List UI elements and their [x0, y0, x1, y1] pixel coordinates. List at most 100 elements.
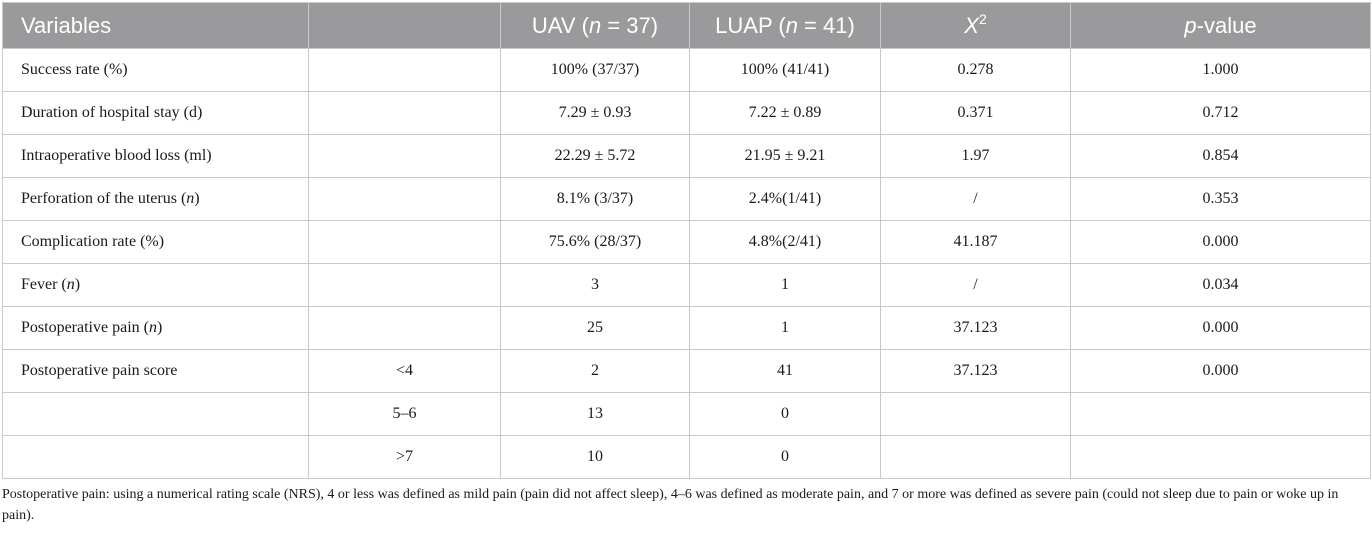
row-label: Intraoperative blood loss (ml) — [2, 134, 309, 178]
header-uav-post: = 37) — [601, 12, 659, 38]
row-label-text: Duration of hospital stay (d) — [21, 104, 203, 121]
row-uav: 3 — [500, 263, 690, 307]
row-uav: 7.29 ± 0.93 — [500, 91, 690, 135]
row-subgroup — [308, 306, 501, 350]
row-label: Perforation of the uterus (n) — [2, 177, 309, 221]
row-luap: 100% (41/41) — [689, 48, 881, 92]
row-label-text: Postoperative pain score — [21, 362, 178, 379]
table-row: Perforation of the uterus (n) 8.1% (3/37… — [2, 177, 1371, 221]
row-label: Postoperative pain score — [2, 349, 309, 393]
row-uav: 2 — [500, 349, 690, 393]
row-chi-square: 41.187 — [880, 220, 1071, 264]
row-uav: 13 — [500, 392, 690, 436]
row-chi-square: 37.123 — [880, 349, 1071, 393]
row-subgroup: 5–6 — [308, 392, 501, 436]
row-p-value — [1070, 435, 1371, 479]
row-uav: 25 — [500, 306, 690, 350]
table-row: >7 10 0 — [2, 435, 1371, 479]
row-chi-square: 37.123 — [880, 306, 1071, 350]
header-p-value: p-value — [1070, 2, 1371, 49]
table-row: Fever (n) 3 1 / 0.034 — [2, 263, 1371, 307]
row-label — [2, 392, 309, 436]
table-row: 5–6 13 0 — [2, 392, 1371, 436]
row-luap: 1 — [689, 306, 881, 350]
row-label-text: Intraoperative blood loss (ml) — [21, 147, 212, 164]
row-subgroup — [308, 263, 501, 307]
header-chi-sup: 2 — [978, 10, 987, 27]
header-uav: UAV (n = 37) — [500, 2, 690, 49]
results-table: Variables UAV (n = 37) LUAP (n = 41) X2 … — [2, 2, 1371, 479]
row-subgroup — [308, 91, 501, 135]
row-luap: 0 — [689, 435, 881, 479]
header-luap: LUAP (n = 41) — [689, 2, 881, 49]
table-row: Success rate (%) 100% (37/37) 100% (41/4… — [2, 48, 1371, 92]
row-luap: 21.95 ± 9.21 — [689, 134, 881, 178]
row-label — [2, 435, 309, 479]
header-chi-base: X — [964, 12, 979, 38]
row-label: Fever (n) — [2, 263, 309, 307]
row-label-text: Perforation of the uterus ( — [21, 190, 187, 207]
row-uav: 8.1% (3/37) — [500, 177, 690, 221]
row-subgroup: >7 — [308, 435, 501, 479]
row-luap: 2.4%(1/41) — [689, 177, 881, 221]
row-p-value: 0.000 — [1070, 220, 1371, 264]
row-p-value — [1070, 392, 1371, 436]
row-subgroup: <4 — [308, 349, 501, 393]
row-label: Postoperative pain (n) — [2, 306, 309, 350]
header-variables: Variables — [2, 2, 309, 49]
header-uav-n: n — [588, 12, 602, 38]
table-body: Success rate (%) 100% (37/37) 100% (41/4… — [2, 48, 1371, 479]
row-p-value: 0.000 — [1070, 306, 1371, 350]
row-label-text: Fever ( — [21, 276, 67, 293]
row-subgroup — [308, 177, 501, 221]
row-chi-square: 0.371 — [880, 91, 1071, 135]
row-p-value: 0.854 — [1070, 134, 1371, 178]
header-subgroup — [308, 2, 501, 49]
row-label: Duration of hospital stay (d) — [2, 91, 309, 135]
row-luap: 1 — [689, 263, 881, 307]
header-chi-square: X2 — [880, 2, 1071, 49]
row-label-suffix: ) — [74, 276, 81, 293]
row-luap: 4.8%(2/41) — [689, 220, 881, 264]
row-luap: 7.22 ± 0.89 — [689, 91, 881, 135]
row-chi-square: / — [880, 177, 1071, 221]
row-chi-square — [880, 392, 1071, 436]
row-uav: 100% (37/37) — [500, 48, 690, 92]
row-subgroup — [308, 134, 501, 178]
table-header: Variables UAV (n = 37) LUAP (n = 41) X2 … — [2, 2, 1371, 49]
row-label: Complication rate (%) — [2, 220, 309, 264]
row-subgroup — [308, 48, 501, 92]
table-row: Duration of hospital stay (d) 7.29 ± 0.9… — [2, 91, 1371, 135]
table-row: Postoperative pain (n) 25 1 37.123 0.000 — [2, 306, 1371, 350]
table-row: Postoperative pain score <4 2 41 37.123 … — [2, 349, 1371, 393]
header-luap-post: = 41) — [797, 12, 855, 38]
table-row: Complication rate (%) 75.6% (28/37) 4.8%… — [2, 220, 1371, 264]
row-label-suffix: ) — [194, 190, 200, 207]
row-label-italic: n — [148, 319, 157, 336]
header-uav-pre: UAV ( — [531, 12, 589, 38]
header-p-italic: p — [1184, 12, 1197, 38]
row-uav: 10 — [500, 435, 690, 479]
row-label-text: Postoperative pain ( — [21, 319, 149, 336]
row-p-value: 0.712 — [1070, 91, 1371, 135]
row-luap: 0 — [689, 392, 881, 436]
row-p-value: 0.000 — [1070, 349, 1371, 393]
row-chi-square: 1.97 — [880, 134, 1071, 178]
row-label-italic: n — [186, 190, 195, 207]
table-footnote: Postoperative pain: using a numerical ra… — [2, 487, 1339, 523]
row-label: Success rate (%) — [2, 48, 309, 92]
row-label-text: Complication rate (%) — [21, 233, 165, 250]
header-luap-pre: LUAP ( — [715, 12, 786, 38]
row-p-value: 0.353 — [1070, 177, 1371, 221]
header-luap-n: n — [785, 12, 798, 38]
row-chi-square — [880, 435, 1071, 479]
header-row: Variables UAV (n = 37) LUAP (n = 41) X2 … — [2, 2, 1371, 49]
row-chi-square: 0.278 — [880, 48, 1071, 92]
row-p-value: 0.034 — [1070, 263, 1371, 307]
row-chi-square: / — [880, 263, 1071, 307]
table-row: Intraoperative blood loss (ml) 22.29 ± 5… — [2, 134, 1371, 178]
header-p-rest: -value — [1196, 12, 1257, 38]
row-label-suffix: ) — [156, 319, 163, 336]
row-subgroup — [308, 220, 501, 264]
row-luap: 41 — [689, 349, 881, 393]
